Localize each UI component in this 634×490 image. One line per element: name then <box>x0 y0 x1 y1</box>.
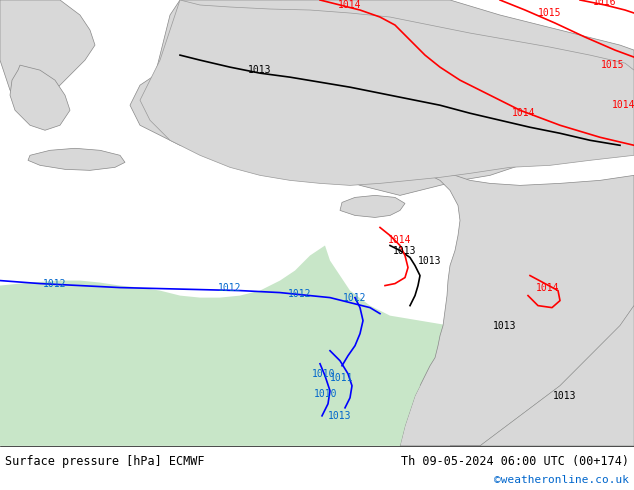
Text: 1013: 1013 <box>553 391 577 401</box>
Text: 1014: 1014 <box>339 0 362 10</box>
Text: 1013: 1013 <box>328 411 352 421</box>
Text: ©weatheronline.co.uk: ©weatheronline.co.uk <box>494 475 629 485</box>
Text: Th 09-05-2024 06:00 UTC (00+174): Th 09-05-2024 06:00 UTC (00+174) <box>401 455 629 468</box>
Text: 1013: 1013 <box>249 65 272 75</box>
Polygon shape <box>0 0 95 105</box>
Text: 1013: 1013 <box>393 245 417 255</box>
Text: 1011: 1011 <box>330 373 354 383</box>
Text: 1014: 1014 <box>612 100 634 110</box>
Text: 1012: 1012 <box>343 293 366 303</box>
Text: 1013: 1013 <box>418 255 442 266</box>
Text: 1014: 1014 <box>536 283 560 293</box>
Polygon shape <box>28 148 125 171</box>
Text: 1010: 1010 <box>313 369 336 379</box>
Text: 1012: 1012 <box>218 283 242 293</box>
Text: 1010: 1010 <box>314 389 338 399</box>
Polygon shape <box>388 381 420 446</box>
Text: 1013: 1013 <box>493 320 517 331</box>
Text: 1012: 1012 <box>43 279 67 289</box>
Polygon shape <box>130 0 634 196</box>
Polygon shape <box>140 0 634 185</box>
Text: 1014: 1014 <box>388 236 411 245</box>
Text: 1015: 1015 <box>600 60 624 70</box>
Text: Surface pressure [hPa] ECMWF: Surface pressure [hPa] ECMWF <box>5 455 205 468</box>
Polygon shape <box>400 175 634 446</box>
Polygon shape <box>0 245 634 446</box>
Polygon shape <box>10 65 70 130</box>
Text: 1012: 1012 <box>288 289 312 298</box>
Text: 1015: 1015 <box>538 8 562 18</box>
Polygon shape <box>340 196 405 218</box>
Polygon shape <box>450 306 634 446</box>
Text: 1014: 1014 <box>512 108 536 118</box>
Text: 1016: 1016 <box>593 0 617 7</box>
